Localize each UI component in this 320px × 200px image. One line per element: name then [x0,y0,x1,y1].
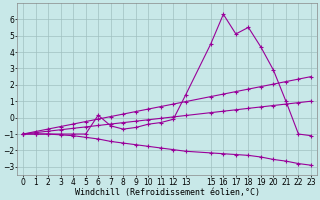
X-axis label: Windchill (Refroidissement éolien,°C): Windchill (Refroidissement éolien,°C) [75,188,260,197]
